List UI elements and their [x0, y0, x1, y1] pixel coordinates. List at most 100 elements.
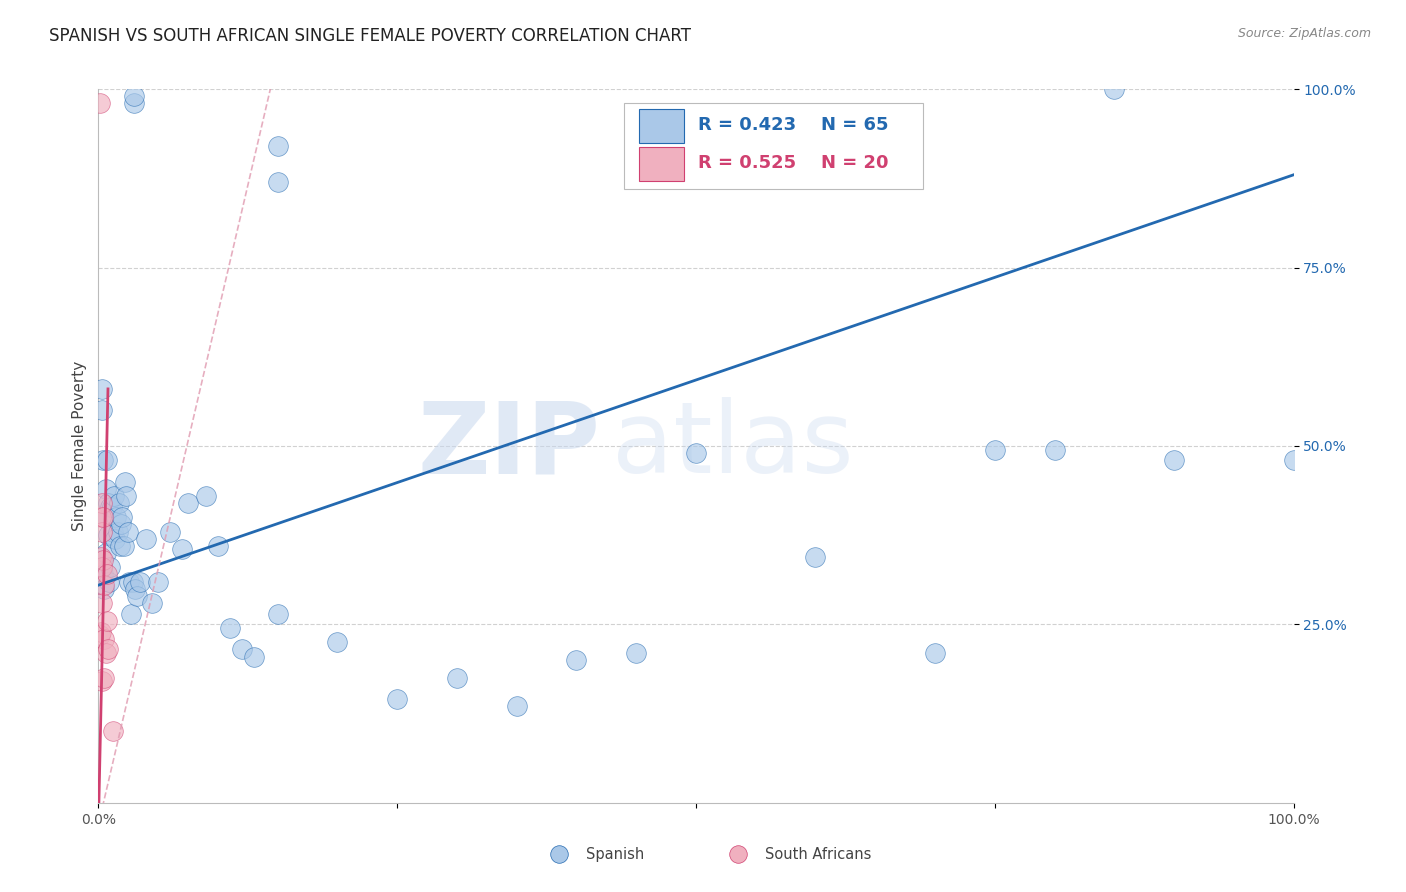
Point	[103, 489, 125, 503]
Point	[172, 542, 194, 557]
Point	[105, 510, 128, 524]
Point	[117, 524, 139, 539]
Point	[984, 442, 1007, 457]
Point	[107, 496, 129, 510]
Point	[118, 574, 141, 589]
Point	[101, 724, 124, 739]
Point	[626, 646, 648, 660]
Point	[89, 96, 111, 111]
Point	[219, 621, 242, 635]
Point	[91, 496, 114, 510]
Point	[93, 510, 115, 524]
Point	[129, 574, 152, 589]
Point	[114, 475, 136, 489]
Point	[1104, 82, 1126, 96]
Point	[685, 446, 707, 460]
FancyBboxPatch shape	[624, 103, 922, 189]
Point	[125, 589, 148, 603]
Point	[91, 510, 114, 524]
Point	[565, 653, 588, 667]
Point	[91, 596, 114, 610]
Point	[101, 524, 124, 539]
Point	[124, 89, 146, 103]
FancyBboxPatch shape	[638, 146, 685, 181]
Point	[243, 649, 266, 664]
Point	[385, 692, 409, 706]
Point	[91, 674, 114, 689]
Point	[135, 532, 157, 546]
Point	[267, 607, 290, 621]
Point	[91, 560, 114, 574]
Point	[91, 382, 114, 396]
Text: South Africans: South Africans	[765, 847, 872, 862]
Text: atlas: atlas	[613, 398, 853, 494]
Point	[93, 671, 115, 685]
Point	[91, 567, 114, 582]
Point	[727, 847, 749, 862]
Point	[96, 567, 118, 582]
Point	[326, 635, 349, 649]
Point	[195, 489, 218, 503]
Point	[122, 574, 145, 589]
Point	[115, 489, 138, 503]
Point	[91, 403, 114, 417]
Point	[108, 539, 131, 553]
Text: N = 20: N = 20	[821, 154, 889, 172]
Point	[924, 646, 946, 660]
Point	[111, 510, 134, 524]
Point	[94, 546, 117, 560]
Point	[97, 496, 120, 510]
Point	[91, 553, 114, 567]
Point	[112, 539, 135, 553]
Point	[93, 632, 115, 646]
Point	[148, 574, 170, 589]
Point	[446, 671, 468, 685]
Text: Source: ZipAtlas.com: Source: ZipAtlas.com	[1237, 27, 1371, 40]
Point	[90, 549, 112, 564]
Point	[100, 500, 122, 514]
Point	[98, 574, 121, 589]
Point	[91, 560, 114, 574]
Point	[110, 517, 132, 532]
Point	[124, 96, 146, 111]
Point	[97, 528, 120, 542]
Point	[177, 496, 200, 510]
Point	[91, 453, 114, 467]
Point	[107, 524, 129, 539]
Point	[89, 628, 111, 642]
Point	[96, 614, 118, 628]
Point	[1043, 442, 1066, 457]
Point	[91, 524, 114, 539]
Point	[1282, 453, 1305, 467]
Point	[804, 549, 827, 564]
Text: N = 65: N = 65	[821, 116, 889, 135]
Point	[506, 699, 529, 714]
Point	[96, 453, 118, 467]
Point	[141, 596, 163, 610]
Text: Spanish: Spanish	[586, 847, 644, 862]
Point	[90, 510, 112, 524]
Point	[120, 607, 142, 621]
Point	[267, 175, 290, 189]
FancyBboxPatch shape	[638, 109, 685, 143]
Text: R = 0.525: R = 0.525	[699, 154, 796, 172]
Text: ZIP: ZIP	[418, 398, 600, 494]
Point	[98, 560, 122, 574]
Point	[159, 524, 181, 539]
Y-axis label: Single Female Poverty: Single Female Poverty	[72, 361, 87, 531]
Text: R = 0.423: R = 0.423	[699, 116, 796, 135]
Point	[1163, 453, 1185, 467]
Point	[94, 646, 117, 660]
Text: SPANISH VS SOUTH AFRICAN SINGLE FEMALE POVERTY CORRELATION CHART: SPANISH VS SOUTH AFRICAN SINGLE FEMALE P…	[49, 27, 692, 45]
Point	[93, 578, 115, 592]
Point	[93, 582, 115, 596]
Point	[90, 624, 112, 639]
Point	[547, 847, 569, 862]
Point	[104, 532, 127, 546]
Point	[97, 642, 120, 657]
Point	[98, 500, 122, 514]
Point	[94, 482, 117, 496]
Point	[267, 139, 290, 153]
Point	[231, 642, 253, 657]
Point	[124, 582, 146, 596]
